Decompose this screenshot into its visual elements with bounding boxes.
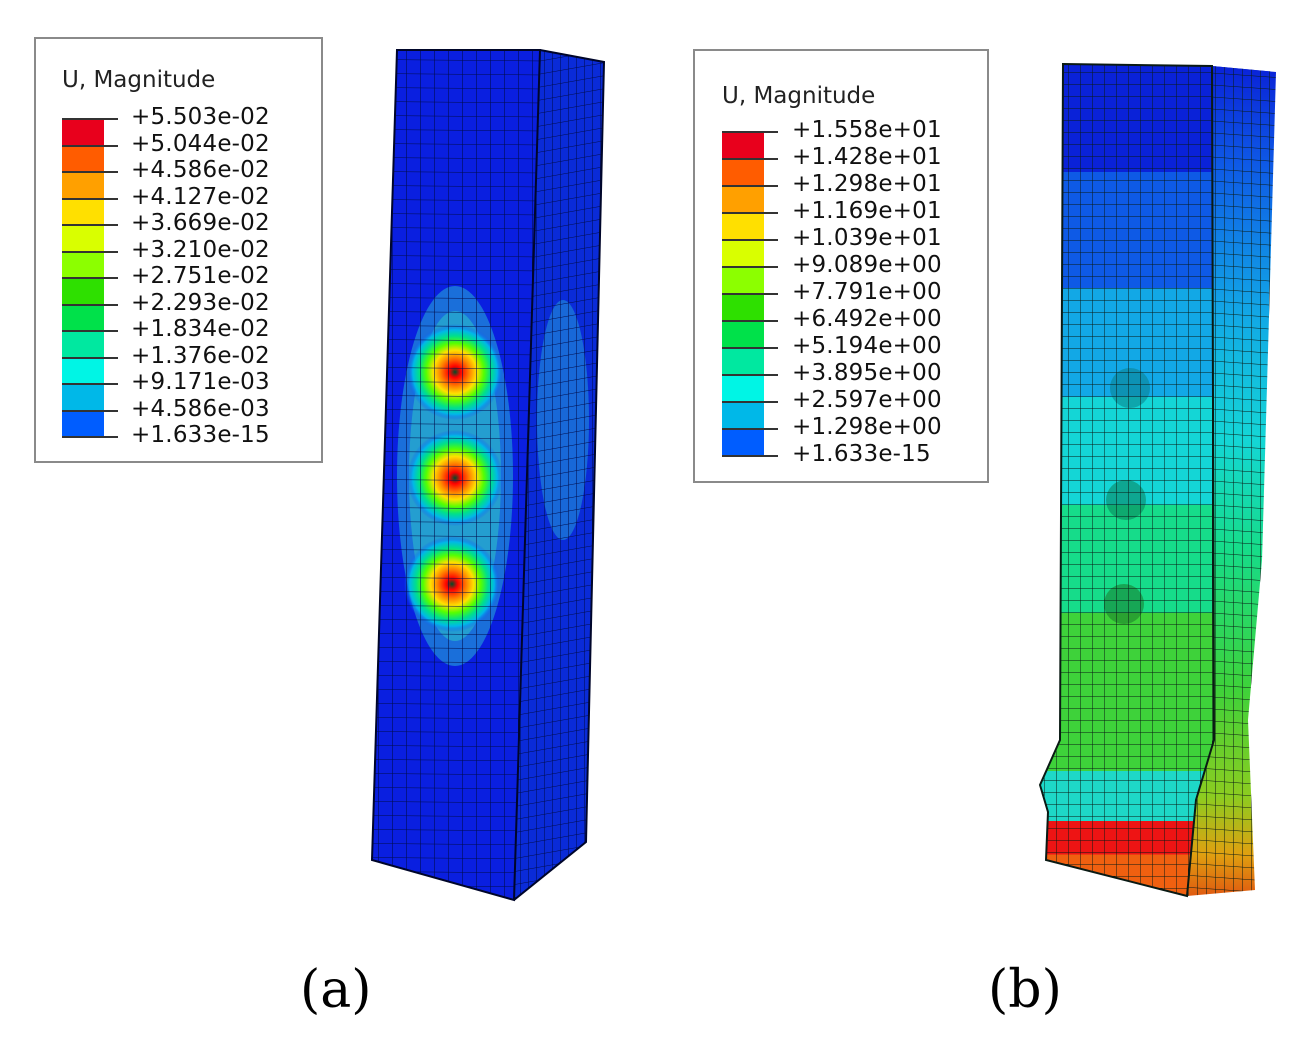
legend-swatch xyxy=(722,348,764,376)
legend-tick xyxy=(722,212,778,214)
legend-tick xyxy=(62,356,118,359)
legend-tick xyxy=(722,158,778,160)
legend-tick xyxy=(722,455,778,457)
legend-tick xyxy=(62,383,118,385)
legend-swatch xyxy=(62,410,104,438)
legend-swatch xyxy=(722,186,764,214)
legend-tick xyxy=(722,131,778,133)
legend-swatch xyxy=(722,294,764,322)
legend-swatch xyxy=(62,384,104,411)
legend-tick xyxy=(62,409,118,412)
legend-tick xyxy=(722,185,778,187)
legend-tick xyxy=(722,239,778,241)
legend-value: +2.751e-02 xyxy=(131,263,270,289)
legend-value: +3.895e+00 xyxy=(792,360,942,386)
legend-tick xyxy=(722,374,778,376)
legend-tick xyxy=(62,171,118,173)
legend-tick xyxy=(722,266,778,268)
legend-tick xyxy=(722,320,778,322)
legend-swatch xyxy=(722,267,764,295)
legend-title: U, Magnitude xyxy=(62,67,216,93)
legend-value: +2.293e-02 xyxy=(131,289,270,316)
legend-swatch xyxy=(722,159,764,187)
legend-swatch xyxy=(722,321,764,349)
legend-tick xyxy=(722,401,778,403)
color-ramp xyxy=(722,132,764,457)
legend-value: +1.298e+01 xyxy=(792,171,942,197)
legend-swatch xyxy=(62,357,104,385)
legend-value: +1.376e-02 xyxy=(131,342,270,369)
legend-tick xyxy=(62,118,118,120)
legend-swatch xyxy=(722,132,764,160)
legend-tick xyxy=(62,224,118,226)
legend-b: U, Magnitude +1.558e+01 +1.428e+01 +1.298e… xyxy=(693,49,989,483)
legend-swatch xyxy=(62,172,104,199)
legend-swatch xyxy=(62,331,104,358)
legend-swatch xyxy=(62,225,104,252)
legend-value: +4.127e-02 xyxy=(131,183,270,210)
legend-swatch xyxy=(62,304,104,332)
legend-value: +6.492e+00 xyxy=(792,306,942,332)
legend-swatch xyxy=(722,375,764,403)
legend-swatch xyxy=(62,145,104,173)
legend-tick xyxy=(722,293,778,295)
legend-value: +4.586e-03 xyxy=(131,395,270,422)
caption-b: (b) xyxy=(988,960,1062,1020)
legend-swatch xyxy=(62,251,104,279)
caption-a: (a) xyxy=(300,960,372,1020)
legend-value: +1.633e-15 xyxy=(792,441,931,467)
legend-tick xyxy=(62,277,118,279)
legend-tick xyxy=(722,428,778,430)
legend-value: +1.298e+00 xyxy=(792,414,942,440)
legend-value: +9.089e+00 xyxy=(792,252,942,278)
legend-value: +1.428e+01 xyxy=(792,144,942,170)
legend-value: +4.586e-02 xyxy=(131,157,270,183)
legend-swatch xyxy=(722,429,764,457)
legend-value: +3.210e-02 xyxy=(131,236,270,263)
legend-value: +9.171e-03 xyxy=(131,369,270,395)
legend-tick xyxy=(62,436,118,438)
legend-swatch xyxy=(722,213,764,241)
legend-tick xyxy=(62,197,118,200)
legend-value: +3.669e-02 xyxy=(131,210,270,236)
legend-value: +7.791e+00 xyxy=(792,279,942,305)
legend-swatch xyxy=(62,198,104,226)
legend-value: +1.834e-02 xyxy=(131,316,270,342)
legend-value: +5.044e-02 xyxy=(131,130,270,157)
legend-value: +2.597e+00 xyxy=(792,387,942,413)
legend-swatch xyxy=(722,402,764,430)
legend-tick xyxy=(62,303,118,306)
legend-value: +5.503e-02 xyxy=(131,104,270,130)
legend-swatch xyxy=(722,240,764,268)
legend-value: +1.633e-15 xyxy=(131,422,270,448)
legend-value: +1.039e+01 xyxy=(792,225,942,251)
legend-value: +1.169e+01 xyxy=(792,198,942,224)
legend-title: U, Magnitude xyxy=(722,83,876,109)
legend-a: U, Magnitude +5.503e-02 +5.044e-02 +4.586e… xyxy=(34,37,323,463)
legend-tick xyxy=(62,144,118,147)
legend-tick xyxy=(62,250,118,253)
legend-swatch xyxy=(62,278,104,305)
legend-tick xyxy=(722,347,778,349)
legend-value: +1.558e+01 xyxy=(792,117,942,143)
legend-tick xyxy=(62,330,118,332)
color-ramp xyxy=(62,119,104,438)
legend-value: +5.194e+00 xyxy=(792,333,942,359)
legend-swatch xyxy=(62,119,104,146)
